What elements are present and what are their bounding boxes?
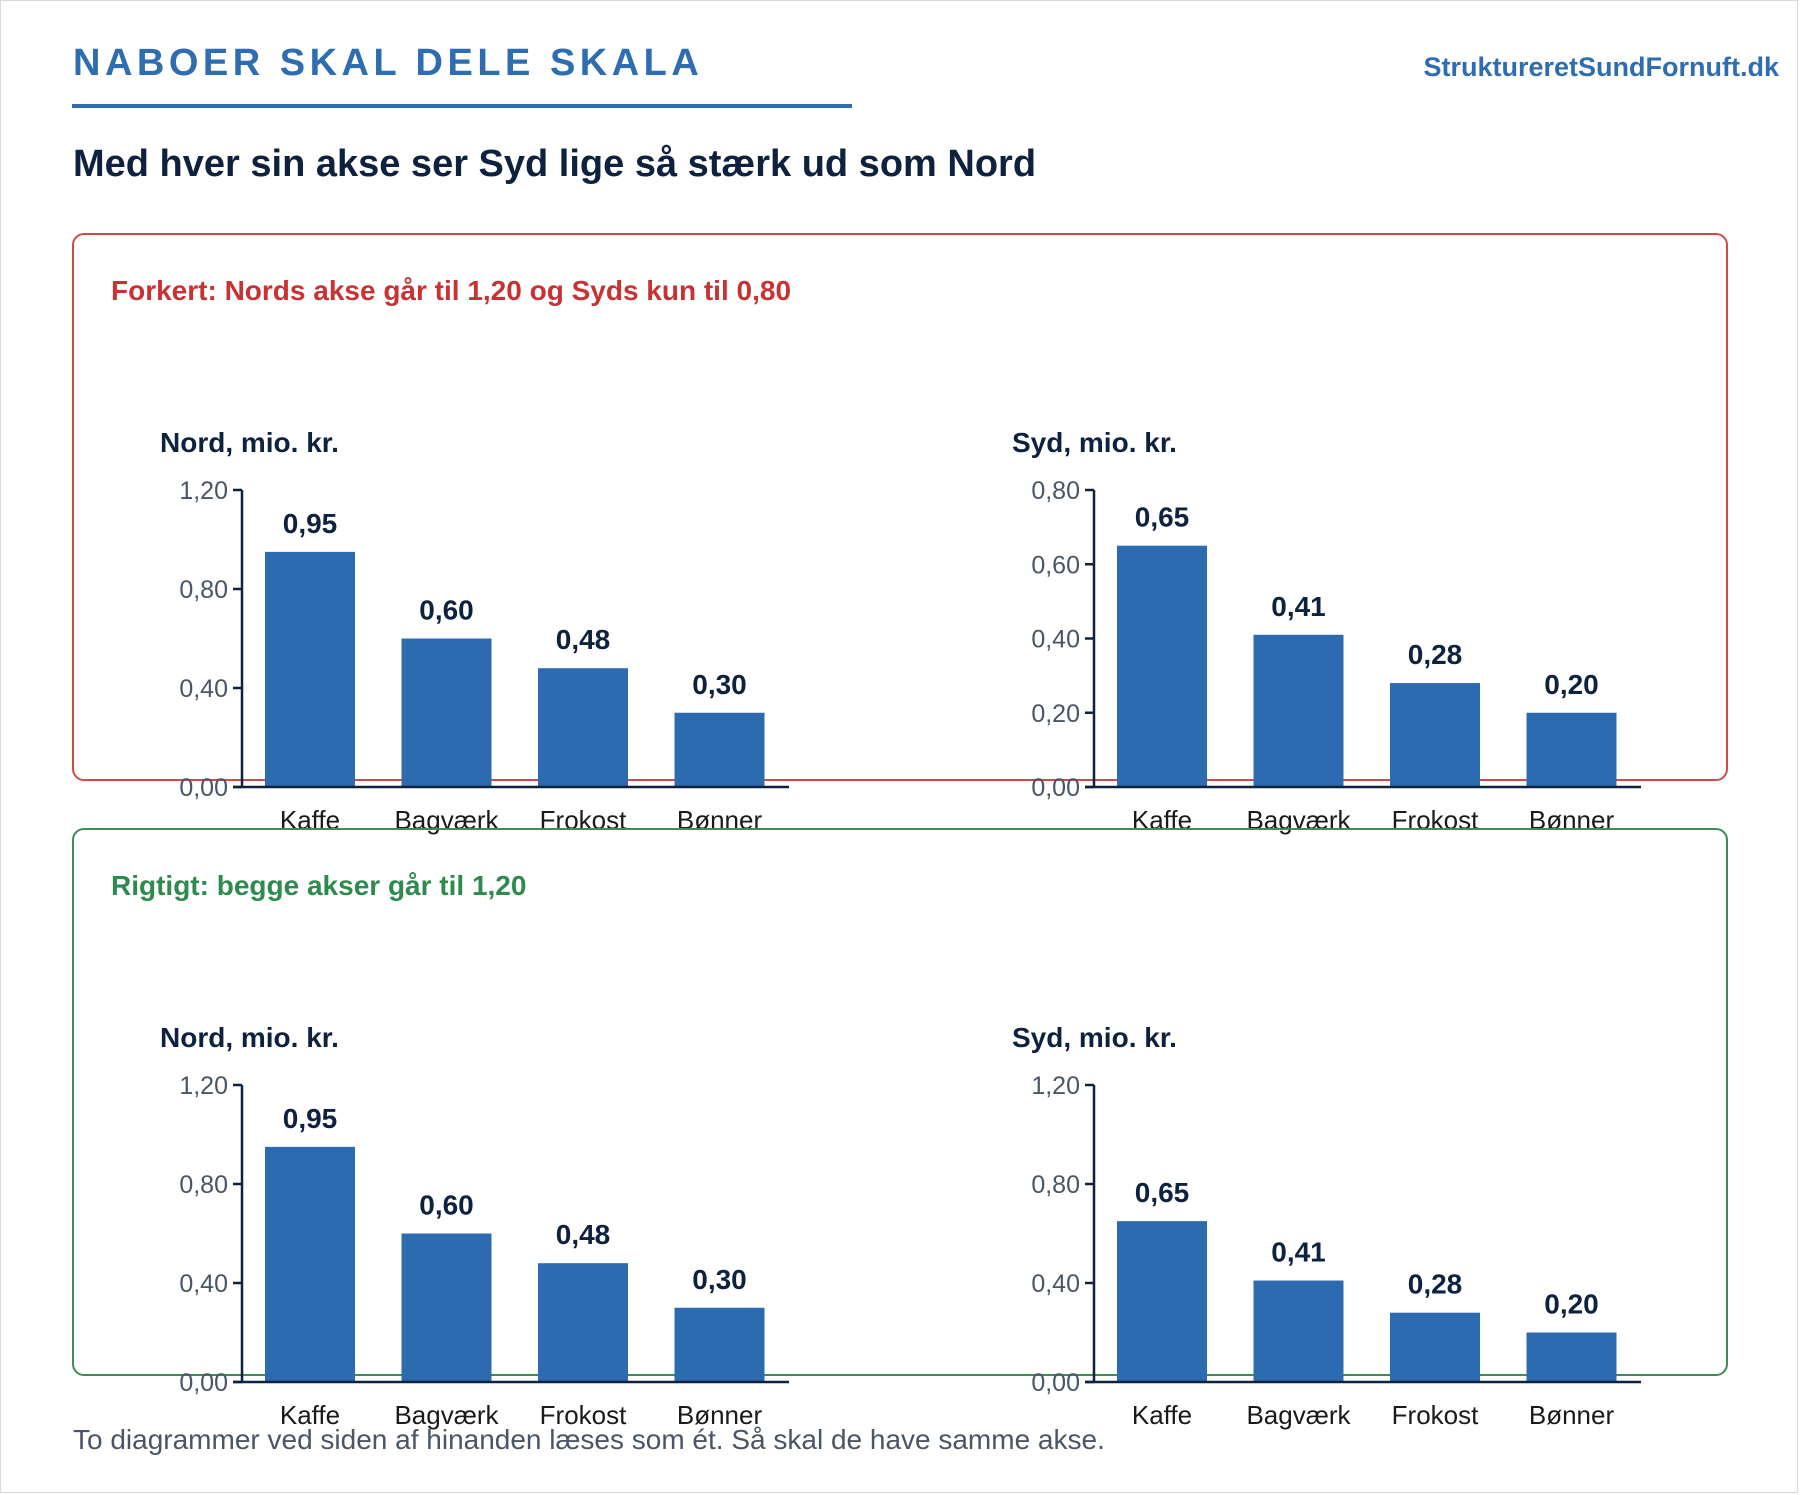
chart-svg: Nord, mio. kr. 0,95 Kaffe 0,60 Bagværk 0,48 Fr… [160,427,789,835]
bar-frokost [538,668,628,787]
chart-title: Syd, mio. kr. [1012,1022,1177,1053]
chart-svg: Syd, mio. kr. 0,65 Kaffe 0,41 Bagværk 0,28 Fro… [1012,1022,1641,1430]
data-label: 0,60 [419,595,474,626]
data-label: 0,28 [1408,639,1463,670]
bar-bønner [1526,1332,1617,1382]
chart-wrong-syd: Syd, mio. kr. 0,65 Kaffe 0,41 Bagværk 0,28 Fro… [926,330,1686,835]
panel-right-label: Rigtigt: begge akser går til 1,20 [111,870,527,901]
y-tick-label: 0,80 [1031,1171,1080,1199]
x-tick-label: Kaffe [280,1400,340,1430]
data-label: 0,48 [556,624,611,655]
y-tick-label: 1,20 [1031,1072,1080,1100]
x-tick-label: Bønner [677,1400,763,1430]
x-tick-label: Bagværk [394,1400,499,1430]
chart-svg: Nord, mio. kr. 0,95 Kaffe 0,60 Bagværk 0,48 Fr… [160,1022,789,1430]
data-label: 0,20 [1544,1289,1599,1320]
kicker-underline [72,104,852,108]
y-tick-label: 0,00 [179,774,228,802]
bar-bagværk [1253,1280,1344,1382]
data-label: 0,20 [1544,669,1599,700]
x-tick-label: Frokost [1392,1400,1479,1430]
panel-right: Rigtigt: begge akser går til 1,20 Nord, … [72,828,1728,1430]
bar-kaffe [1117,545,1207,787]
data-label: 0,41 [1271,1237,1326,1268]
y-tick-label: 0,40 [179,1270,228,1298]
site-link[interactable]: StruktureretSundFornuft.dk [1423,52,1780,82]
panel-wrong-label: Forkert: Nords akse går til 1,20 og Syds… [111,275,792,306]
y-tick-label: 0,80 [179,1171,228,1199]
data-label: 0,65 [1135,502,1190,533]
x-tick-label: Bagværk [1246,805,1351,835]
bar-frokost [1390,683,1480,787]
bar-bagværk [401,1233,492,1382]
data-label: 0,65 [1135,1177,1190,1208]
chart-title: Syd, mio. kr. [1012,427,1177,458]
y-tick-label: 0,00 [1031,1369,1080,1397]
data-label: 0,41 [1271,591,1326,622]
bar-bagværk [1253,634,1344,787]
page-kicker: NABOER SKAL DELE SKALA [73,42,704,84]
y-tick-label: 0,40 [179,675,228,703]
x-tick-label: Kaffe [1132,1400,1192,1430]
chart-title: Nord, mio. kr. [160,1022,339,1053]
bar-frokost [538,1263,628,1382]
bar-bagværk [401,638,492,787]
data-label: 0,95 [283,508,338,539]
x-tick-label: Bønner [1529,805,1615,835]
page-headline: Med hver sin akse ser Syd lige så stærk … [73,143,1037,185]
bar-kaffe [265,1146,355,1382]
chart-title: Nord, mio. kr. [160,427,339,458]
x-tick-label: Bønner [677,805,763,835]
x-tick-label: Frokost [1392,805,1479,835]
bar-bønner [1526,712,1617,787]
chart-right-nord: Nord, mio. kr. 0,95 Kaffe 0,60 Bagværk 0,48 Fr… [74,925,834,1430]
data-label: 0,30 [692,1264,747,1295]
y-tick-label: 0,40 [1031,626,1080,654]
chart-wrong-nord: Nord, mio. kr. 0,95 Kaffe 0,60 Bagværk 0,48 Fr… [74,330,834,835]
chart-svg: Syd, mio. kr. 0,65 Kaffe 0,41 Bagværk 0,28 Fro… [1012,427,1641,835]
bar-kaffe [265,551,355,787]
y-tick-label: 0,80 [1031,477,1080,505]
bar-bønner [674,712,765,787]
footer-note: To diagrammer ved siden af hinanden læse… [73,1424,1105,1455]
data-label: 0,95 [283,1103,338,1134]
bar-bønner [674,1307,765,1382]
bar-frokost [1390,1312,1480,1382]
y-tick-label: 0,80 [179,576,228,604]
y-tick-label: 0,00 [179,1369,228,1397]
x-tick-label: Bagværk [394,805,499,835]
x-tick-label: Frokost [540,1400,627,1430]
y-tick-label: 1,20 [179,477,228,505]
data-label: 0,28 [1408,1269,1463,1300]
data-label: 0,48 [556,1219,611,1250]
y-tick-label: 0,40 [1031,1270,1080,1298]
x-tick-label: Kaffe [280,805,340,835]
data-label: 0,60 [419,1190,474,1221]
panel-wrong: Forkert: Nords akse går til 1,20 og Syds… [72,233,1728,835]
x-tick-label: Bønner [1529,1400,1615,1430]
x-tick-label: Bagværk [1246,1400,1351,1430]
chart-right-syd: Syd, mio. kr. 0,65 Kaffe 0,41 Bagværk 0,28 Fro… [926,925,1686,1430]
y-tick-label: 0,60 [1031,551,1080,579]
data-label: 0,30 [692,669,747,700]
x-tick-label: Kaffe [1132,805,1192,835]
x-tick-label: Frokost [540,805,627,835]
bar-kaffe [1117,1221,1207,1382]
y-tick-label: 0,00 [1031,774,1080,802]
y-tick-label: 1,20 [179,1072,228,1100]
y-tick-label: 0,20 [1031,700,1080,728]
